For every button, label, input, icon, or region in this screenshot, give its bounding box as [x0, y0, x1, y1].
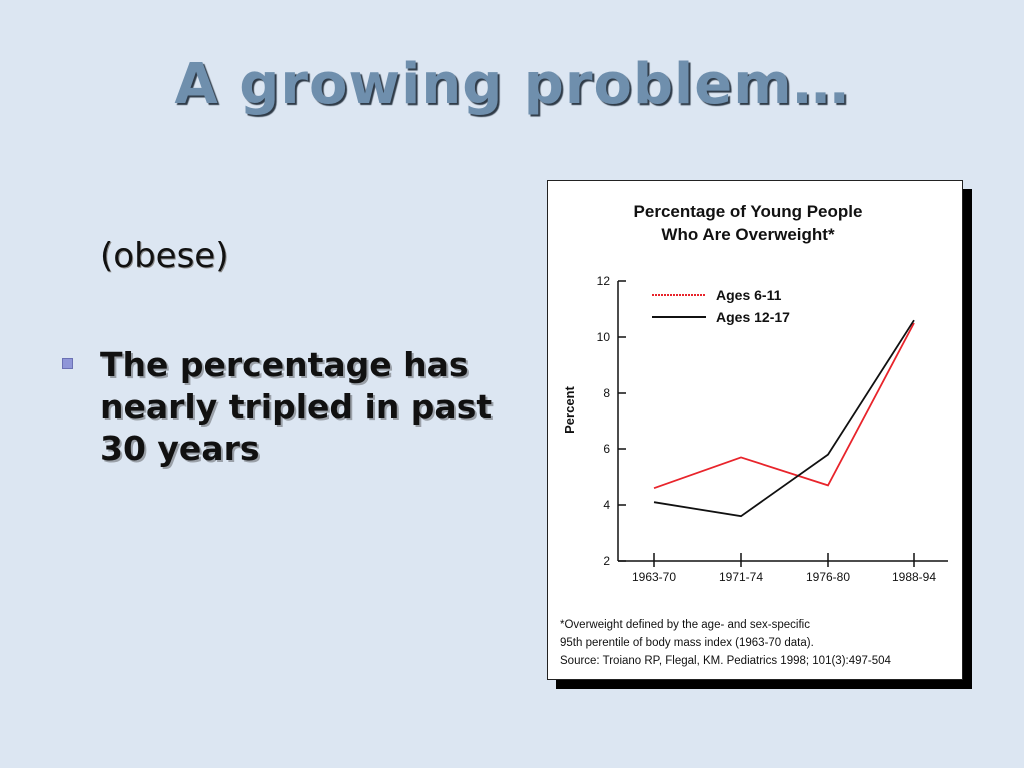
legend-label-1: Ages 6-11 — [716, 287, 782, 303]
bullet-text: The percentage has nearly tripled in pas… — [100, 345, 493, 468]
y-tick-label: 12 — [597, 274, 611, 288]
y-tick-label: 4 — [603, 498, 610, 512]
chart-title-line1: Percentage of Young People — [634, 202, 863, 221]
x-tick-label: 1971-74 — [719, 570, 763, 584]
series-line-2 — [653, 319, 915, 518]
y-tick-label: 8 — [603, 386, 610, 400]
subnote-obese: (obese) — [100, 236, 229, 276]
bullet-square-icon — [62, 358, 73, 369]
footnote-line-3: Source: Troiano RP, Flegal, KM. Pediatri… — [560, 655, 892, 667]
bullet-item: The percentage has nearly tripled in pas… — [62, 344, 502, 470]
y-tick-label: 6 — [603, 442, 610, 456]
x-tick-label: 1988-94 — [892, 570, 936, 584]
chart-title-line2: Who Are Overweight* — [661, 225, 835, 244]
footnote-line-1: *Overweight defined by the age- and sex-… — [560, 619, 810, 631]
y-tick-label: 10 — [597, 330, 611, 344]
y-axis-label: Percent — [562, 385, 577, 433]
x-tick-label: 1976-80 — [806, 570, 850, 584]
overweight-line-chart: Percentage of Young People Who Are Overw… — [560, 202, 948, 667]
chart-card: Percentage of Young People Who Are Overw… — [547, 180, 963, 680]
footnote-line-2: 95th perentile of body mass index (1963-… — [560, 637, 814, 649]
slide-title: A growing problem… — [174, 52, 850, 117]
series-line-1 — [653, 322, 915, 490]
y-tick-label: 2 — [603, 554, 610, 568]
legend-label-2: Ages 12-17 — [716, 309, 790, 325]
x-tick-label: 1963-70 — [632, 570, 676, 584]
